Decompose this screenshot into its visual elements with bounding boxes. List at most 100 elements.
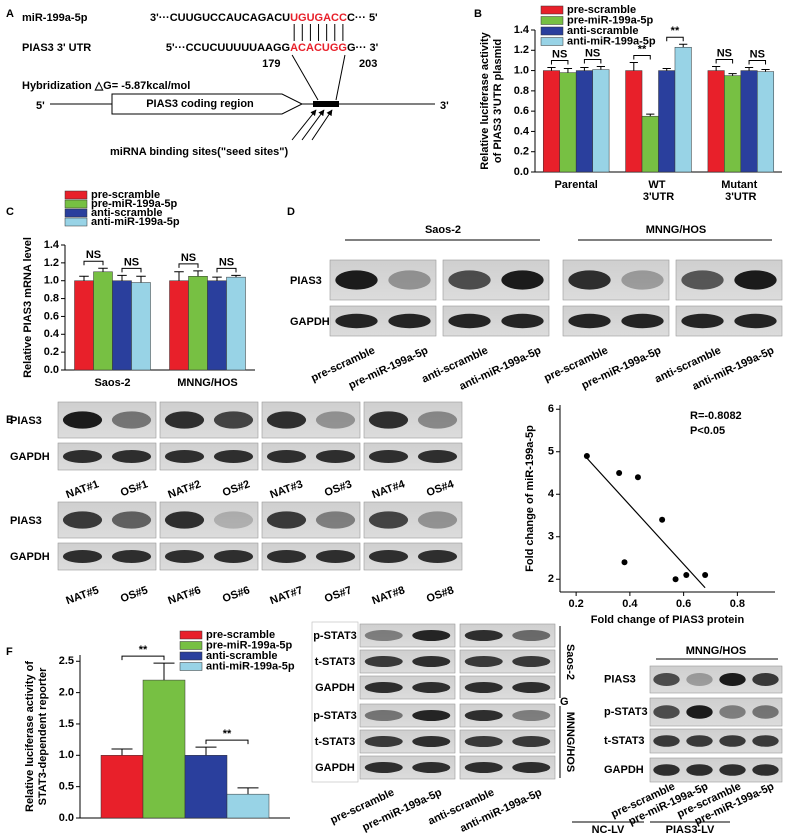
x-tick-line: Mutant [721, 179, 760, 191]
band [368, 411, 409, 429]
y-axis-label: of PIAS3 3'UTR plasmid [492, 39, 504, 163]
blot [459, 703, 556, 728]
band [621, 313, 664, 329]
x-tick-label: Saos-2 [94, 377, 130, 389]
band [315, 511, 356, 529]
legend-swatch [179, 662, 203, 671]
band [464, 655, 503, 668]
significance-bracket [715, 59, 734, 64]
point [683, 572, 690, 578]
error-bar [136, 275, 146, 283]
significance: NS [219, 256, 234, 268]
significance-bracket [216, 267, 237, 273]
y-tick-label: 0.8 [44, 292, 59, 304]
band [364, 655, 403, 668]
error-bar [662, 68, 671, 71]
bar [169, 280, 189, 371]
significance-bracket [83, 260, 104, 266]
band [568, 270, 611, 290]
band [388, 270, 431, 290]
y-axis-label: STAT3-dependent reporter [37, 667, 49, 805]
band [752, 705, 779, 719]
error-bar [629, 61, 638, 71]
significance-bracket [121, 655, 165, 661]
vector-label: PIAS3-LV [666, 824, 715, 835]
legend-label: pre-miR-199a-5p [206, 639, 292, 651]
band [412, 655, 451, 668]
x-tick-label: 0.6 [676, 598, 691, 610]
significance: NS [552, 48, 567, 60]
site-arrow [291, 109, 317, 141]
site-arrow [311, 109, 333, 141]
band [388, 313, 431, 329]
y-tick-label: 1.0 [514, 64, 529, 76]
error-bar [117, 274, 127, 281]
error-bar [212, 276, 222, 281]
bar [625, 70, 643, 173]
band [315, 550, 356, 563]
point [672, 576, 679, 583]
row-label: PIAS3 [290, 275, 322, 287]
band [719, 764, 746, 776]
y-tick-label: 0.2 [514, 146, 529, 158]
y-tick-label: 0.0 [59, 812, 74, 824]
band [412, 681, 451, 694]
band [719, 735, 746, 747]
bar [641, 115, 659, 173]
band [417, 550, 458, 563]
row-label: GAPDH [315, 682, 355, 694]
blot [159, 501, 259, 539]
legend-label: pre-scramble [567, 4, 636, 16]
bar [112, 280, 132, 371]
lane-label: NAT#8 [370, 584, 406, 607]
band [653, 735, 680, 747]
x-tick-label: Parental [554, 179, 597, 191]
band [512, 681, 551, 694]
significance-bracket [205, 739, 249, 745]
band [368, 450, 409, 463]
sequence-part: ACACUGG [290, 42, 347, 54]
error-bar [744, 67, 754, 71]
band [686, 705, 713, 719]
error-bar [728, 73, 737, 76]
five-prime: 5' [36, 100, 45, 112]
bar [74, 280, 94, 371]
legend-swatch [179, 641, 203, 650]
significance-bracket [121, 267, 142, 273]
band [734, 313, 777, 329]
band [164, 511, 205, 529]
band [752, 764, 779, 776]
row-label: p-STAT3 [313, 630, 357, 642]
error-bar [596, 66, 605, 70]
legend-swatch [64, 199, 88, 209]
band [568, 313, 611, 329]
sequence: 3'···CUUGUCCAUCAGACUUGUGACCC··· 5' [150, 12, 378, 24]
lane-label: NAT#2 [166, 478, 202, 501]
panel-letter: C [6, 206, 14, 218]
lane-label: NAT#3 [268, 478, 304, 501]
lane-label: OS#5 [119, 584, 150, 605]
band [315, 411, 356, 429]
band [719, 673, 746, 686]
legend-label: anti-miR-199a-5p [91, 216, 180, 228]
band [364, 681, 403, 694]
y-tick-label: 1.4 [44, 239, 60, 251]
bar [226, 793, 270, 819]
band [62, 411, 103, 429]
significance: ** [638, 43, 647, 55]
significance: NS [86, 249, 101, 261]
band [266, 450, 307, 463]
x-tick-label: WT 3'UTR [643, 179, 674, 203]
lane-label: NAT#5 [64, 584, 100, 607]
error-bar [195, 746, 217, 756]
bar [131, 282, 151, 371]
bar [724, 75, 742, 173]
band [62, 511, 103, 529]
band [686, 673, 713, 686]
blot [359, 675, 456, 700]
bar [188, 276, 208, 371]
bar [575, 70, 593, 173]
panel-letter: D [287, 206, 295, 218]
band [335, 270, 378, 290]
panel-letter: G [560, 696, 569, 708]
